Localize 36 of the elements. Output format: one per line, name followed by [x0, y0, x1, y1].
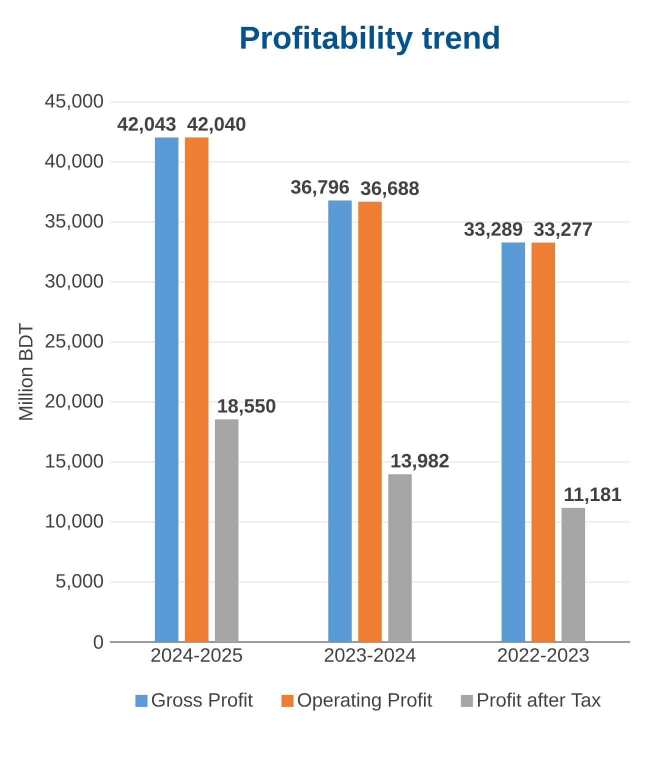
bar — [562, 508, 586, 642]
x-tick-label: 2023-2024 — [324, 648, 416, 662]
y-tick-label: 5,000 — [56, 574, 104, 590]
data-label: 36,688 — [360, 181, 419, 198]
bar — [358, 202, 382, 642]
bar — [184, 138, 208, 642]
y-tick-label: 20,000 — [46, 394, 104, 410]
bar — [214, 419, 238, 642]
y-tick-label: 40,000 — [45, 154, 104, 170]
y-tick-label: 15,000 — [46, 454, 104, 470]
bar — [328, 200, 352, 642]
data-label: 11,181 — [564, 487, 622, 504]
data-label: 13,982 — [392, 454, 449, 470]
y-tick-label: 35,000 — [45, 214, 104, 230]
data-label: 36,796 — [290, 180, 349, 197]
bar — [154, 137, 178, 642]
data-label: 33,289 — [464, 222, 522, 239]
data-label: 18,550 — [218, 399, 276, 416]
legend-label: Operating Profit — [298, 692, 432, 711]
data-label: 42,043 — [117, 117, 176, 134]
legend-label: Gross Profit — [152, 692, 253, 707]
y-axis-title: Million BDT — [18, 323, 33, 420]
chart-title: Profitability trend — [241, 26, 499, 56]
x-tick-label: 2022-2023 — [498, 648, 589, 662]
bar — [388, 474, 412, 642]
y-tick-label: 45,000 — [45, 94, 104, 110]
legend-label: Profit after Tax — [478, 692, 601, 707]
x-tick-label: 2024-2025 — [151, 648, 242, 662]
y-tick-label: 25,000 — [46, 334, 104, 350]
y-tick-label: 0 — [94, 635, 104, 649]
data-label: 42,040 — [187, 117, 246, 134]
data-label: 33,277 — [534, 222, 592, 239]
y-tick-label: 10,000 — [46, 514, 104, 530]
bar — [532, 242, 556, 642]
bar — [502, 242, 526, 642]
y-tick-label: 30,000 — [45, 274, 104, 290]
